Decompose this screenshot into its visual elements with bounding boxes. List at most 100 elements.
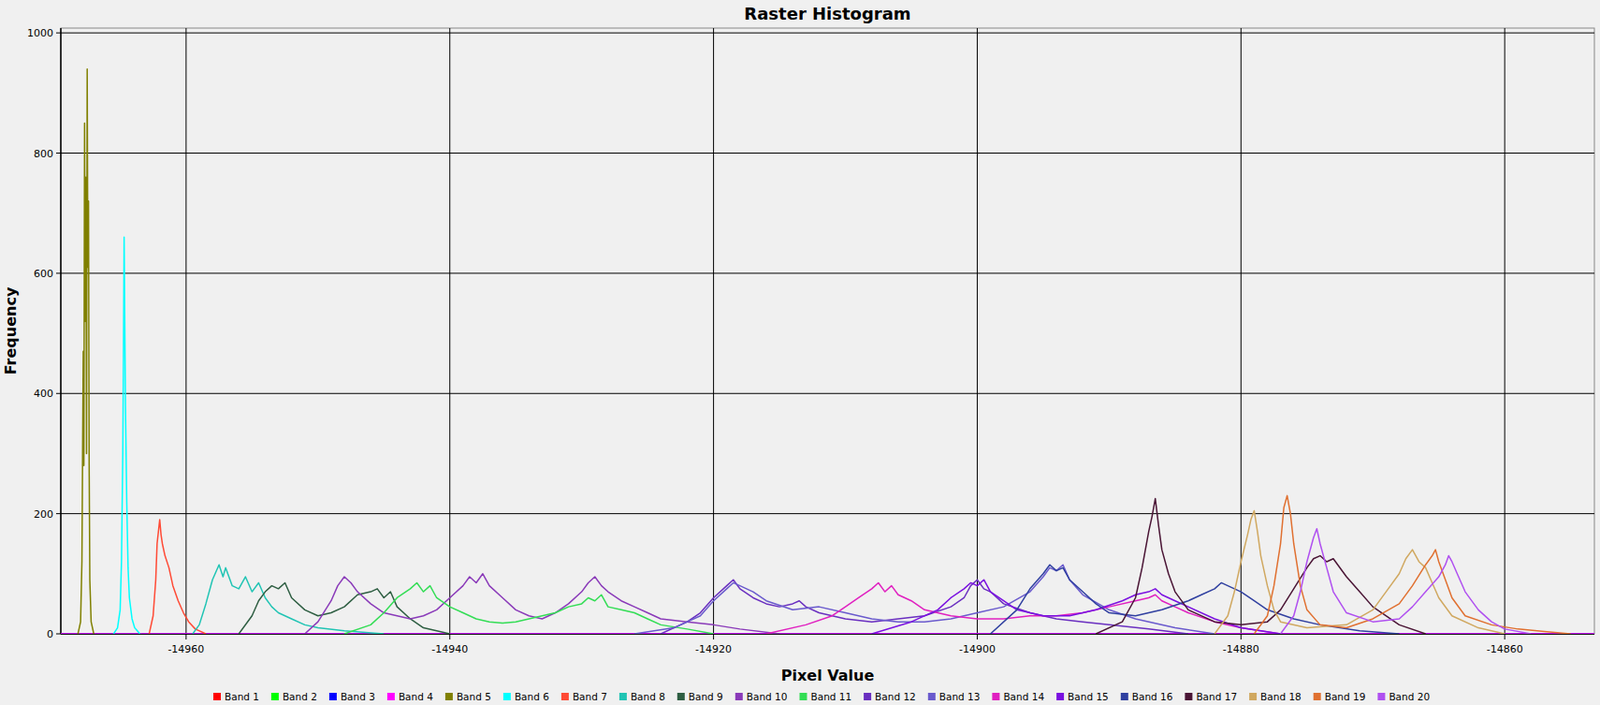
grid-line [449,28,451,634]
legend-label: Band 9 [688,690,724,702]
chart: Raster Histogram02004006008001000-14960-… [0,0,1600,705]
legend-label: Band 11 [811,690,853,702]
tick-label: 400 [33,387,54,400]
series-line [1253,494,1571,634]
legend-item: Band 17 [1184,690,1237,702]
legend-label: Band 12 [874,690,917,702]
legend-item: Band 2 [271,690,318,702]
legend-item: Band 7 [561,690,608,702]
legend: Band 1 Band 2 Band 3 Band 4 Band 5 Band 6 Band… [213,690,1430,702]
grid-line [1504,28,1506,634]
legend-label: Band 4 [398,690,434,702]
legend-swatch [1184,692,1193,700]
y-axis [59,28,62,634]
tick-label: -14960 [167,642,204,655]
legend-swatch [213,692,221,700]
legend-label: Band 18 [1260,690,1302,702]
legend-label: Band 7 [572,690,608,702]
series-line [1280,528,1532,634]
legend-item: Band 5 [445,690,492,702]
tick [1504,633,1506,640]
legend-item: Band 15 [1056,690,1109,702]
legend-swatch [1249,692,1257,700]
legend-item: Band 12 [863,690,917,702]
legend-label: Band 15 [1067,690,1109,702]
series-line [344,581,714,634]
legend-swatch [1120,692,1129,700]
legend-swatch [800,692,808,700]
x-axis-label: Pixel Value [781,666,875,684]
legend-swatch [928,692,936,700]
grid-line [60,272,1595,274]
legend-label: Band 2 [282,690,318,702]
y-axis-label: Frequency [1,286,20,375]
legend-label: Band 19 [1324,690,1367,702]
series-line [1214,509,1505,634]
legend-item: Band 4 [387,690,434,702]
series-line [60,632,1595,634]
grid-line [712,28,714,634]
legend-label: Band 5 [456,690,492,702]
legend-swatch [387,692,395,700]
tick [712,633,714,640]
legend-label: Band 14 [1003,690,1045,702]
series-line [634,564,1215,634]
legend-label: Band 17 [1195,690,1237,702]
tick [449,633,451,640]
legend-swatch [271,692,279,700]
legend-item: Band 3 [329,690,376,702]
tick-label: 200 [33,508,54,521]
tick-label: -14940 [431,642,468,655]
legend-swatch [1056,692,1064,700]
legend-item: Band 1 [213,690,260,702]
grid-line [60,512,1595,514]
legend-swatch [863,692,872,700]
series-line [238,581,450,634]
series-line [766,581,1281,634]
grid-line [976,28,978,634]
legend-label: Band 13 [939,690,981,702]
legend-swatch [445,692,453,700]
series-line [60,632,1595,634]
legend-swatch [1313,692,1322,700]
series-line [148,519,206,634]
legend-item: Band 20 [1377,690,1430,702]
tick-label: 1000 [27,27,54,40]
series-line [113,236,140,634]
legend-item: Band 6 [503,690,550,702]
legend-item: Band 16 [1120,690,1174,702]
tick-label: -14900 [959,642,996,655]
legend-label: Band 16 [1132,690,1174,702]
grid-line [60,32,1595,34]
background [0,0,1600,705]
legend-swatch [991,692,1000,700]
tick-label: 0 [46,627,54,640]
legend-item: Band 19 [1313,690,1367,702]
grid-line [60,633,1595,635]
legend-item: Band 13 [928,690,981,702]
x-axis [60,632,1595,635]
legend-swatch [329,692,337,700]
series-line [60,632,1595,634]
series-line [872,579,1281,634]
legend-label: Band 6 [514,690,550,702]
tick [185,633,187,640]
legend-swatch [619,692,627,700]
series-line [1095,498,1426,634]
legend-label: Band 1 [224,690,260,702]
tick-label: 600 [33,267,54,280]
grid-line [60,392,1595,394]
series-group [60,69,1595,634]
legend-swatch [735,692,743,700]
series-line [192,564,384,634]
legend-item: Band 8 [619,690,666,702]
legend-swatch [677,692,685,700]
tick [976,633,978,640]
legend-label: Band 10 [746,690,788,702]
series-line [77,69,94,634]
legend-item: Band 10 [735,690,788,702]
legend-item: Band 18 [1249,690,1302,702]
title: Raster Histogram [743,3,911,24]
legend-swatch [561,692,569,700]
legend-label: Band 8 [630,690,666,702]
